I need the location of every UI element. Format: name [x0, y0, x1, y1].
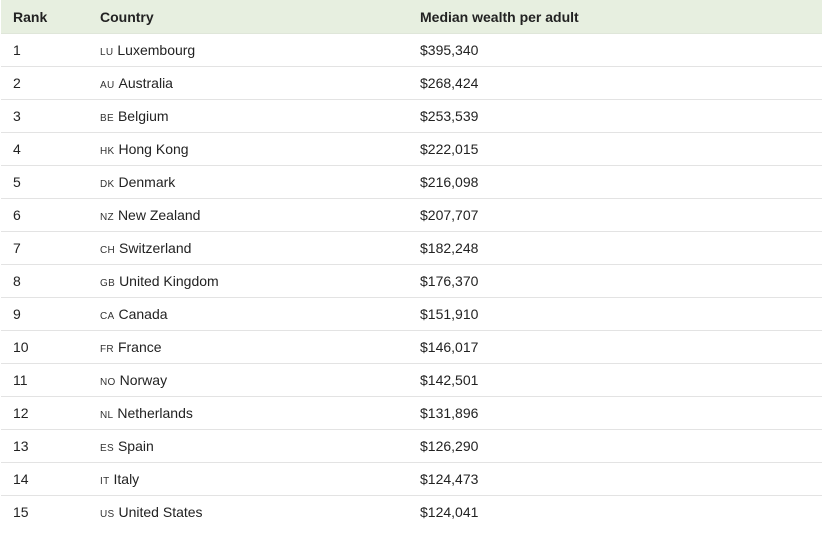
- country-name: Norway: [119, 372, 168, 388]
- country-code: AU: [100, 80, 115, 91]
- table-row: 12 NL Netherlands $131,896: [1, 396, 822, 430]
- wealth-cell: $182,248: [420, 231, 822, 265]
- country-cell: CH Switzerland: [100, 231, 420, 265]
- rank-cell: 4: [1, 132, 100, 166]
- rank-cell: 9: [1, 297, 100, 331]
- country-cell: BE Belgium: [100, 99, 420, 133]
- table-body: 1 LU Luxembourg $395,340 2 AU Australia $2…: [1, 33, 822, 529]
- country-code: BE: [100, 113, 114, 124]
- rank-cell: 11: [1, 363, 100, 397]
- table-row: 6 NZ New Zealand $207,707: [1, 198, 822, 232]
- country-cell: NZ New Zealand: [100, 198, 420, 232]
- table-row: 15 US United States $124,041: [1, 496, 822, 529]
- table-row: 3 BE Belgium $253,539: [1, 99, 822, 133]
- country-code: FR: [100, 344, 114, 355]
- rank-cell: 14: [1, 462, 100, 496]
- country-name: United Kingdom: [119, 273, 219, 289]
- header-rank[interactable]: Rank: [1, 0, 100, 34]
- country-cell: AU Australia: [100, 66, 420, 100]
- wealth-cell: $253,539: [420, 99, 822, 133]
- table-row: 8 GB United Kingdom $176,370: [1, 264, 822, 298]
- wealth-cell: $124,041: [420, 504, 479, 520]
- wealth-cell: $268,424: [420, 66, 822, 100]
- table-row: 7 CH Switzerland $182,248: [1, 231, 822, 265]
- country-cell: CA Canada: [100, 297, 420, 331]
- country-cell: NL Netherlands: [100, 396, 420, 430]
- country-name: Denmark: [118, 174, 176, 190]
- country-code: NO: [100, 377, 116, 388]
- rank-cell: 8: [1, 264, 100, 298]
- country-name: New Zealand: [117, 207, 201, 223]
- country-cell: ES Spain: [100, 429, 420, 463]
- country-code: LU: [100, 47, 114, 58]
- table-row: 1 LU Luxembourg $395,340: [1, 33, 822, 67]
- rank-cell: 7: [1, 231, 100, 265]
- header-median-wealth[interactable]: Median wealth per adult: [420, 0, 822, 34]
- country-code: HK: [100, 146, 115, 157]
- wealth-cell: $207,707: [420, 198, 822, 232]
- header-country[interactable]: Country: [100, 0, 420, 34]
- country-name: Belgium: [117, 108, 169, 124]
- wealth-cell: $142,501: [420, 363, 822, 397]
- rank-cell: 3: [1, 99, 100, 133]
- rank-cell: 2: [1, 66, 100, 100]
- wealth-cell: $146,017: [420, 330, 822, 364]
- wealth-cell: $395,340: [420, 33, 822, 67]
- country-cell: IT Italy: [100, 462, 420, 496]
- country-code: IT: [100, 476, 110, 487]
- country-code: NZ: [100, 212, 114, 223]
- table-row: 14 IT Italy $124,473: [1, 462, 822, 496]
- country-cell: US United States: [100, 496, 420, 529]
- country-code: ES: [100, 443, 114, 454]
- country-code: GB: [100, 278, 116, 289]
- country-cell: FR France: [100, 330, 420, 364]
- header-row: Rank Country Median wealth per adult: [1, 0, 822, 34]
- country-cell: LU Luxembourg: [100, 33, 420, 67]
- country-name: Switzerland: [119, 240, 192, 256]
- country-name: Canada: [118, 306, 168, 322]
- rank-cell: 13: [1, 429, 100, 463]
- country-name: Netherlands: [117, 405, 193, 421]
- table-row: 11 NO Norway $142,501: [1, 363, 822, 397]
- wealth-cell: $126,290: [420, 429, 822, 463]
- country-name: France: [117, 339, 162, 355]
- wealth-cell: $176,370: [420, 264, 822, 298]
- rank-cell: 15: [13, 504, 29, 520]
- rank-cell: 5: [1, 165, 100, 199]
- wealth-cell: $151,910: [420, 297, 822, 331]
- rank-cell: 1: [1, 33, 100, 67]
- country-cell: NO Norway: [100, 363, 420, 397]
- table-row: 4 HK Hong Kong $222,015: [1, 132, 822, 166]
- country-cell: DK Denmark: [100, 165, 420, 199]
- country-name: United States: [118, 504, 203, 520]
- country-name: Italy: [113, 471, 140, 487]
- wealth-cell: $131,896: [420, 396, 822, 430]
- wealth-cell: $124,473: [420, 462, 822, 496]
- country-cell: HK Hong Kong: [100, 132, 420, 166]
- wealth-cell: $216,098: [420, 165, 822, 199]
- rank-cell: 10: [1, 330, 100, 364]
- country-code: CA: [100, 311, 115, 322]
- country-name: Australia: [118, 75, 173, 91]
- country-name: Spain: [117, 438, 154, 454]
- table-row: 9 CA Canada $151,910: [1, 297, 822, 331]
- rank-cell: 6: [1, 198, 100, 232]
- country-cell: GB United Kingdom: [100, 264, 420, 298]
- table-row: 13 ES Spain $126,290: [1, 429, 822, 463]
- country-name: Luxembourg: [117, 42, 196, 58]
- country-code: CH: [100, 245, 116, 256]
- rank-cell: 12: [1, 396, 100, 430]
- table-row: 5 DK Denmark $216,098: [1, 165, 822, 199]
- wealth-cell: $222,015: [420, 132, 822, 166]
- table-row: 10 FR France $146,017: [1, 330, 822, 364]
- country-name: Hong Kong: [118, 141, 189, 157]
- table-row: 2 AU Australia $268,424: [1, 66, 822, 100]
- country-code: US: [100, 509, 115, 520]
- country-code: DK: [100, 179, 115, 190]
- table-header: Rank Country Median wealth per adult: [1, 0, 822, 34]
- country-code: NL: [100, 410, 114, 421]
